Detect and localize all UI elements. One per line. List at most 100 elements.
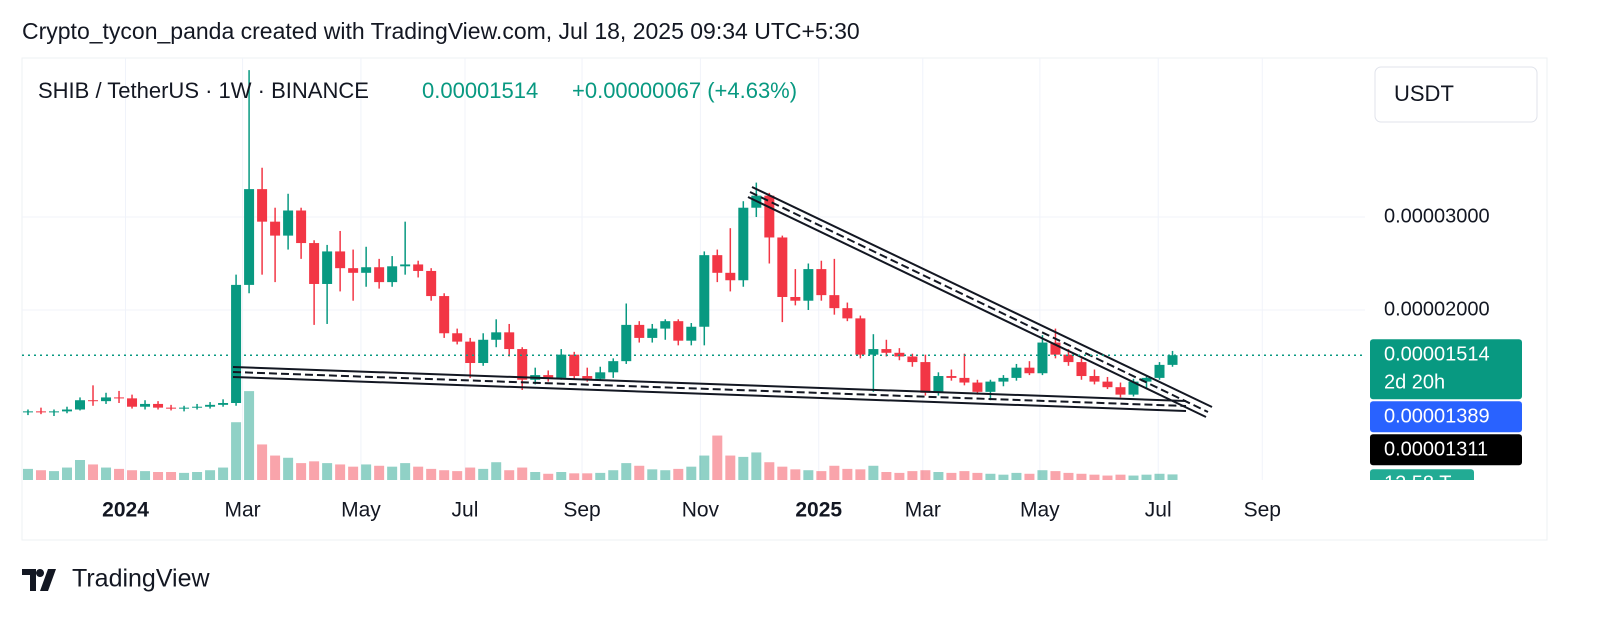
candle-body <box>673 321 684 341</box>
volume-bar <box>660 470 671 480</box>
last-price-label: 0.00001514 <box>1384 343 1490 365</box>
volume-bar <box>959 471 970 480</box>
volume-bar <box>400 463 411 480</box>
candle-body <box>166 407 177 409</box>
volume-bar <box>582 473 593 480</box>
volume-bar <box>1102 475 1113 480</box>
volume-bar <box>1011 472 1022 480</box>
volume-bar <box>816 471 827 480</box>
trendline <box>232 371 1187 407</box>
volume-bar <box>673 468 684 480</box>
volume-bar <box>829 465 840 480</box>
candle-body <box>127 398 138 407</box>
volume-bar <box>751 452 762 480</box>
volume-badge: 12.58 T <box>1370 469 1474 480</box>
candle-body <box>231 284 242 404</box>
candle-body <box>699 255 710 327</box>
volume-bar <box>114 468 125 480</box>
volume-bar <box>530 472 541 480</box>
currency: USDT <box>1394 81 1454 106</box>
symbol: SHIB / TetherUS · 1W · BINANCE <box>38 78 369 103</box>
candle-body <box>972 382 983 392</box>
trendline <box>751 186 1213 408</box>
volume-bar <box>1089 474 1100 480</box>
credit: Crypto_tycon_panda created with TradingV… <box>22 18 860 44</box>
volume-bar <box>972 472 983 480</box>
x-tick-label: 2025 <box>795 499 842 522</box>
volume-bar <box>257 444 268 480</box>
currency-box[interactable] <box>1374 66 1538 123</box>
candle-body <box>140 403 151 407</box>
candle-body <box>218 403 229 405</box>
candle-body <box>816 269 827 296</box>
volume-bar <box>556 472 567 480</box>
x-tick-label: May <box>341 499 381 522</box>
volume-bar <box>1076 473 1087 480</box>
volume-bar <box>465 467 476 480</box>
price-badge-label: 0.00001311 <box>1384 438 1488 460</box>
volume-bar <box>335 464 346 480</box>
candle-body <box>491 332 502 340</box>
candle-body <box>426 270 437 297</box>
candle-body <box>387 266 398 283</box>
volume-bar <box>894 472 905 480</box>
candle-body <box>1063 354 1074 363</box>
candle-body <box>1102 381 1113 388</box>
volume-bar <box>478 468 489 480</box>
x-tick-label: Mar <box>905 499 941 522</box>
volume-bar <box>881 472 892 480</box>
candle-body <box>75 400 86 410</box>
candle-body <box>660 321 671 329</box>
volume-bar <box>374 465 385 480</box>
volume-bar <box>504 470 515 480</box>
volume-bar <box>127 470 138 480</box>
candle-body <box>283 210 294 236</box>
volume-bar <box>1154 473 1165 480</box>
volume-bar <box>361 464 372 480</box>
candle-body <box>634 324 645 338</box>
volume-bar <box>88 464 99 480</box>
volume-bar <box>699 455 710 480</box>
volume-bar <box>296 463 307 480</box>
x-tick-label: Mar <box>224 499 260 522</box>
candle-body <box>543 375 554 378</box>
candle-body <box>1037 342 1048 374</box>
candle-body <box>1141 377 1152 382</box>
candle-body <box>946 376 957 378</box>
candle-body <box>504 332 515 350</box>
candle-body <box>439 296 450 334</box>
candle-body <box>1154 364 1165 378</box>
candle-body <box>920 362 931 393</box>
candle-body <box>517 349 528 380</box>
candle-body <box>1167 355 1178 365</box>
candle-body <box>595 372 606 379</box>
candle-body <box>62 409 73 412</box>
candle-body <box>296 210 307 244</box>
candle-body <box>1011 367 1022 378</box>
candle-body <box>959 377 970 383</box>
countdown: 2d 20h <box>1384 371 1445 393</box>
trendline <box>749 191 1209 413</box>
candle-body <box>881 349 892 353</box>
candle-body <box>790 296 801 301</box>
volume-bar <box>1128 475 1139 480</box>
trendline <box>232 376 1187 412</box>
x-tick-label: May <box>1020 499 1060 522</box>
volume-bar <box>1063 472 1074 480</box>
candle-body <box>842 308 853 319</box>
x-tick-label: Nov <box>682 499 720 522</box>
candle-body <box>35 411 46 413</box>
change: +0.00000067 (+4.63%) <box>572 78 797 103</box>
candle-body <box>322 251 333 284</box>
y-tick-label: 0.00003000 <box>1384 205 1490 227</box>
volume-bar <box>1050 471 1061 480</box>
candle-body <box>1076 362 1087 377</box>
candle-body <box>153 403 164 408</box>
volume-bar <box>595 472 606 480</box>
volume-bar <box>48 471 59 480</box>
candle-body <box>309 243 320 284</box>
candle-body <box>270 221 281 236</box>
volume-bar <box>322 463 333 480</box>
volume-bar <box>543 473 554 480</box>
